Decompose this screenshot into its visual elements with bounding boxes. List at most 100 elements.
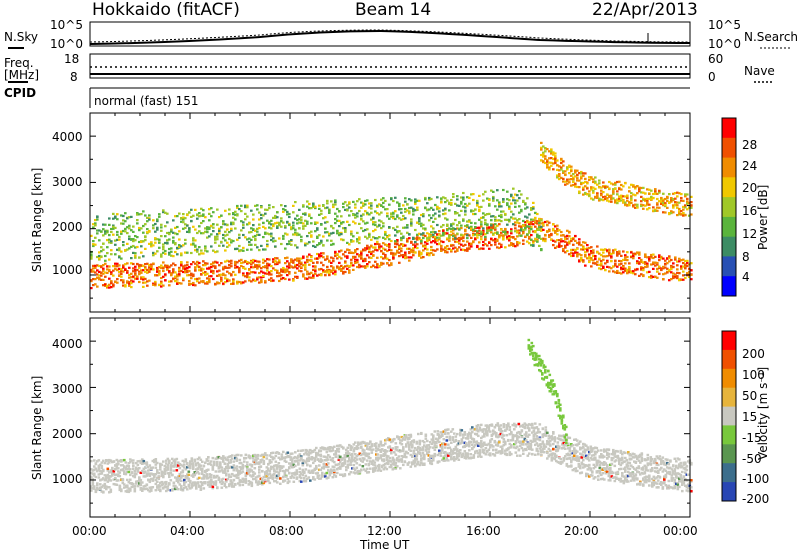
velocity-cell bbox=[321, 475, 324, 478]
power-cell bbox=[104, 259, 107, 262]
velocity-cell bbox=[171, 465, 174, 468]
power-cell bbox=[272, 206, 275, 209]
velocity-cell bbox=[202, 481, 206, 484]
power-cell bbox=[524, 228, 527, 231]
power-cell bbox=[220, 276, 223, 279]
power-cell bbox=[170, 247, 173, 250]
power-cell bbox=[130, 282, 133, 285]
power-cell bbox=[604, 269, 607, 272]
power-cell bbox=[614, 181, 617, 184]
power-cell bbox=[682, 205, 685, 208]
velocity-cell bbox=[265, 471, 269, 475]
velocity-cell bbox=[187, 464, 191, 468]
power-cell bbox=[184, 242, 187, 245]
power-cell bbox=[408, 247, 411, 250]
power-cell bbox=[596, 192, 599, 195]
power-cell bbox=[590, 265, 593, 268]
power-cell bbox=[448, 236, 451, 239]
power-cell bbox=[364, 222, 367, 225]
power-cell bbox=[476, 232, 479, 235]
velocity-cell bbox=[196, 477, 200, 480]
power-cell bbox=[136, 219, 139, 222]
power-cell bbox=[304, 244, 307, 247]
power-cell bbox=[376, 237, 379, 240]
power-cell bbox=[634, 187, 637, 190]
power-cell bbox=[126, 242, 129, 245]
power-cell bbox=[480, 225, 483, 228]
power-cell bbox=[104, 271, 107, 274]
power-cell bbox=[340, 238, 343, 241]
power-cell bbox=[390, 212, 393, 215]
power-cell bbox=[208, 235, 211, 238]
power-cell bbox=[688, 263, 691, 266]
velocity-cell bbox=[238, 461, 242, 465]
power-cell bbox=[588, 260, 591, 264]
power-cell bbox=[354, 249, 357, 252]
velocity-cell bbox=[279, 465, 282, 468]
power-cell bbox=[458, 221, 461, 224]
velocity-cell bbox=[217, 465, 221, 469]
power-cell bbox=[618, 188, 621, 191]
power-cell bbox=[98, 254, 101, 258]
velocity-cell bbox=[138, 482, 141, 485]
power-cell bbox=[116, 218, 119, 221]
power-cell bbox=[500, 245, 503, 248]
power-cell bbox=[260, 217, 263, 220]
power-cell bbox=[434, 217, 437, 220]
power-cell bbox=[588, 194, 591, 197]
power-cell bbox=[506, 237, 509, 240]
power-cell bbox=[444, 197, 447, 200]
power-cell bbox=[218, 273, 221, 276]
power-cell bbox=[478, 208, 481, 211]
power-cell bbox=[496, 199, 499, 202]
velocity-cell bbox=[124, 472, 128, 476]
velocity-cell bbox=[244, 479, 248, 483]
velocity-cell bbox=[283, 479, 287, 482]
power-cell bbox=[254, 264, 257, 267]
velocity-cell bbox=[195, 483, 198, 487]
power-cell bbox=[134, 256, 137, 259]
power-cell bbox=[670, 278, 673, 281]
power-cb-tick-28: 28 bbox=[742, 138, 758, 152]
power-cell bbox=[362, 213, 365, 216]
power-cell bbox=[146, 284, 149, 287]
power-cell bbox=[684, 265, 687, 268]
power-cell bbox=[462, 198, 465, 201]
power-cell bbox=[258, 218, 261, 221]
power-cell bbox=[372, 236, 375, 239]
power-cell bbox=[350, 258, 353, 261]
power-cell bbox=[210, 263, 213, 266]
power-cell bbox=[306, 242, 309, 245]
power-cell bbox=[262, 274, 265, 278]
power-cell bbox=[364, 257, 367, 260]
power-cell bbox=[256, 266, 259, 269]
velocity-cell bbox=[252, 460, 255, 463]
power-cell bbox=[358, 254, 361, 257]
velocity-cell bbox=[132, 465, 135, 468]
velocity-cell bbox=[97, 459, 101, 462]
power-cell bbox=[212, 249, 215, 252]
power-cell bbox=[408, 251, 411, 255]
velocity-cell bbox=[238, 466, 242, 469]
velocity-cell bbox=[309, 457, 312, 460]
velocity-cell bbox=[175, 457, 179, 461]
power-cell bbox=[468, 202, 471, 205]
power-cell bbox=[362, 229, 365, 233]
velocity-cell bbox=[316, 476, 320, 479]
velocity-cell bbox=[303, 459, 306, 463]
velocity-cell bbox=[181, 489, 185, 492]
power-cell bbox=[598, 197, 601, 200]
velocity-cell bbox=[156, 469, 159, 472]
velocity-cell bbox=[214, 481, 218, 485]
power-cell bbox=[176, 246, 179, 249]
power-cell bbox=[250, 243, 253, 246]
velocity-cell bbox=[127, 490, 131, 494]
velocity-cell bbox=[153, 458, 156, 462]
power-cell bbox=[658, 254, 661, 257]
power-cell bbox=[448, 201, 451, 204]
power-cell bbox=[292, 204, 295, 207]
power-cell bbox=[216, 238, 219, 241]
power-cell bbox=[374, 221, 377, 224]
power-cell bbox=[382, 242, 385, 245]
power-cell bbox=[656, 202, 659, 205]
